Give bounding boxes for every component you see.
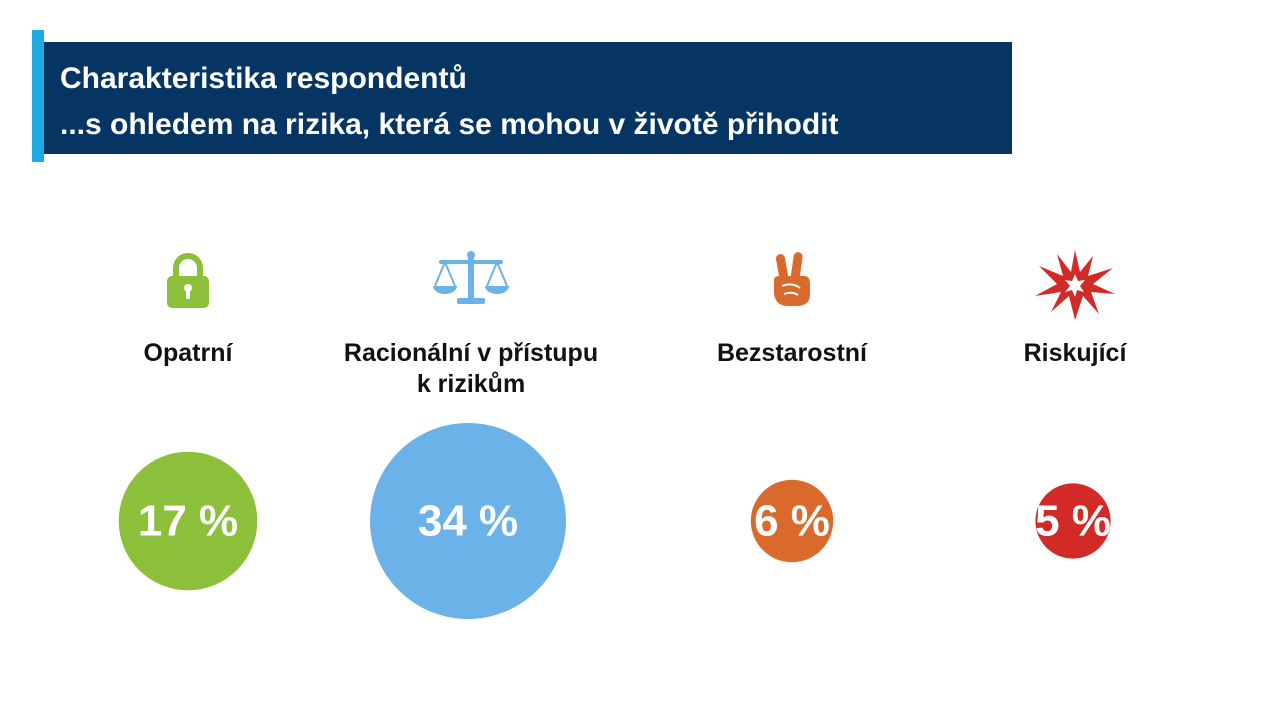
category-label: Racionální v přístupu k rizikům [311,338,631,400]
bubble-3 [1035,483,1111,559]
bubble-1 [370,423,566,619]
category-label-line: Racionální v přístupu [343,339,599,367]
padlock-icon [167,253,209,308]
explosion-icon [1035,250,1115,320]
category-label: Riskující [915,338,1235,369]
title-line-2: ...s ohledem na rizika, která se mohou v… [60,108,839,141]
category-label-line: Bezstarostní [716,339,868,367]
bubble-value-label-1: 34 % [418,497,518,546]
title-banner: Charakteristika respondentů ...s ohledem… [32,30,1012,162]
title-box: Charakteristika respondentů ...s ohledem… [44,42,1012,154]
bubble-0 [118,451,258,591]
category-label: Opatrní [28,338,348,369]
title-line-1: Charakteristika respondentů [60,62,467,95]
bubble-value-label-0: 17 % [138,497,238,546]
category-label-line: Opatrní [143,339,233,367]
category-opatrni: Opatrní [28,250,348,369]
category-label-line: k rizikům [416,370,526,398]
category-label: Bezstarostní [632,338,952,369]
category-label-line: Riskující [1023,339,1127,367]
category-racionalni: Racionální v přístupu k rizikům [311,250,631,400]
bubble-value-label-2: 6 % [754,497,830,546]
category-bezstarostni: Bezstarostní [632,250,952,369]
bubble-value-label-3: 5 % [1035,497,1111,546]
peace-hand-icon [774,252,810,306]
bubble-2 [750,479,834,563]
scales-icon [433,251,509,304]
category-riskujici: Riskující [915,250,1235,369]
title-accent-bar [32,30,44,162]
